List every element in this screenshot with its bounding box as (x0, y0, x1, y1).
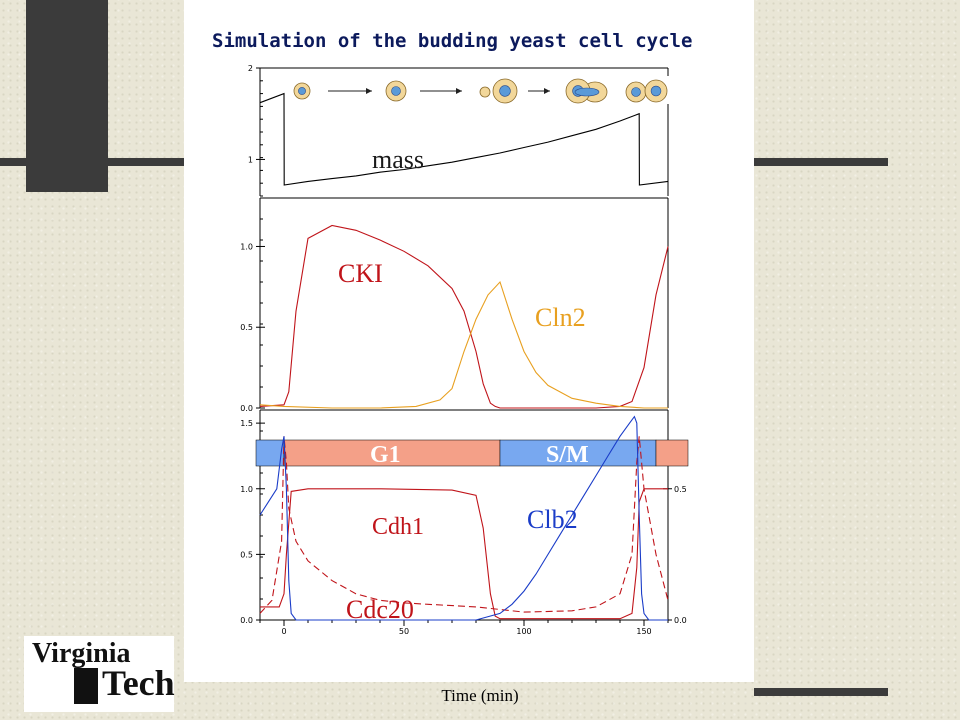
series-cdh1 (260, 488, 668, 620)
arrowhead-icon (544, 88, 550, 94)
cdc20-label: Cdc20 (346, 595, 414, 624)
nucleus-icon (391, 86, 401, 96)
bud-icon (479, 86, 491, 98)
series-mass (259, 92, 669, 186)
logo-text-bottom: Tech (102, 663, 175, 703)
axis-ticks: 1 2 0.0 0.5 1.0 0.0 0.5 1.0 1.5 0.0 0.5 0 50 100 150 (240, 64, 686, 636)
y-tick-label-middle: 1.0 (240, 242, 253, 251)
y-right-tick-label: 0.5 (674, 485, 687, 494)
decor-bar-left (0, 158, 184, 166)
x-tick-label: 150 (636, 627, 651, 636)
nucleus-icon (631, 87, 641, 97)
x-tick-label: 50 (399, 627, 409, 636)
arrowhead-icon (456, 88, 462, 94)
y-tick-label-middle: 0.0 (240, 404, 253, 413)
phase-bar (255, 439, 689, 467)
nucleus-icon (298, 87, 306, 95)
cell-illustrations (290, 76, 672, 104)
clb2-label: Clb2 (527, 505, 578, 534)
series-clb2 (259, 415, 668, 621)
logo-text-top: Virginia (32, 638, 131, 669)
decor-bar-bottom-right (754, 688, 888, 696)
y-tick-label-bottom: 1.0 (240, 485, 253, 494)
mass-label: mass (372, 145, 424, 174)
y-tick-label-top: 1 (248, 155, 253, 164)
y-tick-label-top: 2 (248, 64, 253, 73)
y-right-tick-label: 0.0 (674, 616, 687, 625)
series-cln2 (259, 280, 668, 409)
chart-panel (184, 0, 754, 682)
phase-G1 (283, 439, 501, 467)
cdh1-label: Cdh1 (372, 514, 424, 540)
y-tick-label-middle: 0.5 (240, 323, 253, 332)
y-tick-label-bottom: 1.5 (240, 419, 253, 428)
phase-g1-label: G1 (370, 442, 401, 468)
phase-segment (655, 439, 689, 467)
phase-S/M (499, 439, 657, 467)
decor-bar-right (754, 158, 888, 166)
series-cdc20 (259, 436, 669, 614)
series-cki (259, 224, 669, 409)
y-tick-label-bottom: 0.5 (240, 550, 253, 559)
y-tick-label-bottom: 0.0 (240, 616, 253, 625)
axes-frames (259, 67, 669, 621)
spindle-icon (574, 87, 600, 97)
nucleus-icon (650, 85, 662, 97)
logo-mark-icon (74, 668, 98, 704)
curves (259, 92, 669, 621)
slide-title: Simulation of the budding yeast cell cyc… (212, 30, 693, 52)
phase-segment (255, 439, 285, 467)
virginia-tech-logo: Virginia Tech (24, 636, 175, 712)
x-tick-label: 100 (516, 627, 531, 636)
x-tick-label: 0 (281, 627, 286, 636)
cki-label: CKI (338, 259, 383, 288)
x-axis-label: Time (min) (441, 686, 519, 705)
nucleus-icon (499, 85, 511, 97)
phase-sm-label: S/M (546, 442, 589, 468)
cln2-label: Cln2 (535, 303, 586, 332)
arrowhead-icon (366, 88, 372, 94)
